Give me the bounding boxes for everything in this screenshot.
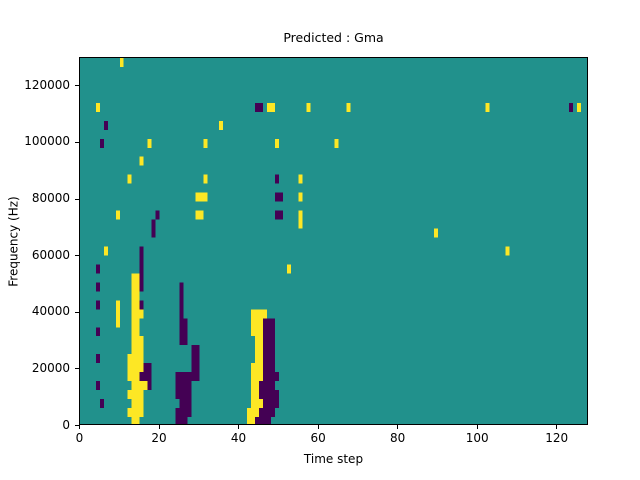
x-tick-mark [79,425,80,429]
x-axis-tick: 40 [231,425,246,445]
y-axis-tick: 20000 [0,361,79,375]
y-tick-mark [75,368,79,370]
x-tick-mark [476,425,478,429]
heatmap-plot-area [79,57,588,425]
x-tick-label: 40 [230,431,247,445]
page-title: Predicted : Gma [283,30,384,45]
y-tick-mark [75,255,79,257]
x-tick-label: 120 [545,431,569,445]
y-axis-tick: 60000 [0,248,79,262]
x-tick-label: 0 [75,431,84,445]
y-tick-label: 0 [62,417,70,432]
y-tick-mark [75,425,79,426]
y-tick-mark [75,85,79,87]
x-axis-tick: 100 [466,425,489,445]
x-tick-mark [158,425,160,429]
x-tick-mark [397,425,399,429]
x-tick-label: 80 [389,431,406,445]
x-axis-tick: 0 [76,425,83,445]
x-axis-tick: 60 [310,425,326,445]
y-tick-label: 40000 [31,304,70,319]
y-tick-mark [75,311,79,313]
x-axis-tick: 80 [390,425,405,445]
x-tick-mark [556,425,558,429]
x-tick-label: 20 [151,431,167,445]
y-axis-tick: 80000 [0,191,79,205]
x-axis-label: Time step [303,452,364,466]
y-axis-tick: 120000 [0,78,79,92]
y-tick-label: 100000 [24,134,70,149]
y-tick-label: 60000 [31,247,70,262]
x-axis-tick: 120 [545,425,568,445]
y-axis-tick: 100000 [0,134,79,148]
x-tick-label: 100 [465,431,489,445]
y-tick-label: 80000 [31,191,70,206]
x-axis-tick: 20 [151,425,167,445]
y-axis-label: Frequency (Hz) [6,196,21,287]
x-tick-mark [238,425,240,429]
y-tick-mark [75,198,79,200]
heatmap-image [80,58,587,424]
x-tick-mark [317,425,319,429]
y-tick-label: 120000 [24,77,70,92]
y-tick-label: 20000 [31,360,70,375]
y-tick-mark [75,141,79,143]
y-axis-tick: 40000 [0,304,79,318]
x-tick-label: 60 [310,431,326,445]
y-axis-tick: 0 [0,418,79,432]
